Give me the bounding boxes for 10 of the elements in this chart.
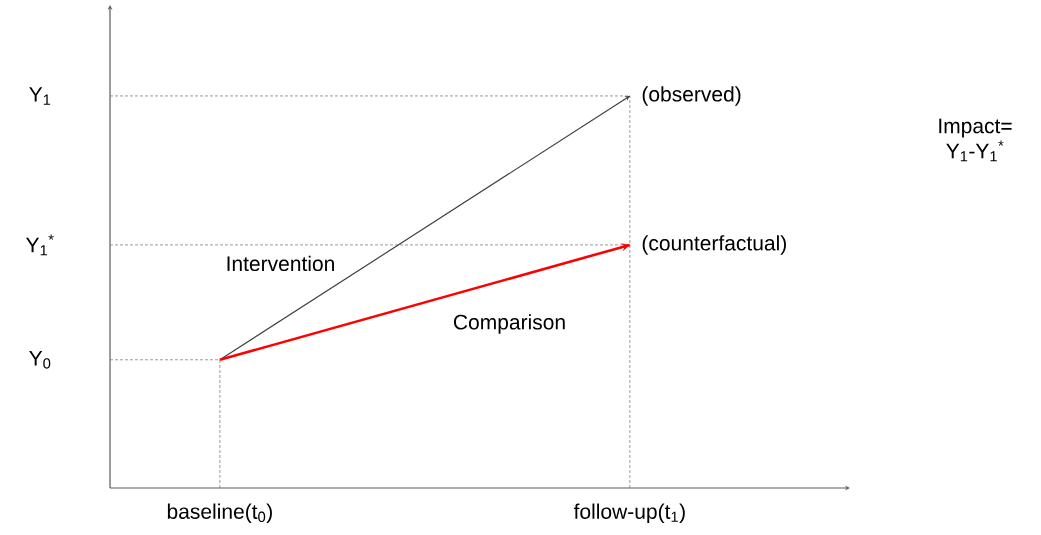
x-tick-label: follow-up(t$_{1}$) [573,503,685,524]
annotation: (observed) [642,86,741,106]
ref-line-label: Y$_{1}$ [29,87,51,105]
ref-line-label: Y$_{1}$* [26,234,54,256]
x-tick-label: baseline(t$_{0}$) [167,503,272,524]
ref-line-label: Y$_{0}$ [29,350,51,369]
text: Impact= Y$_{1}$-Y$_{1}$* [939,118,1012,162]
series-label: Comparison [453,314,565,334]
series-label: Intervention [227,255,334,272]
annotation: (counterfactual) [642,235,786,255]
